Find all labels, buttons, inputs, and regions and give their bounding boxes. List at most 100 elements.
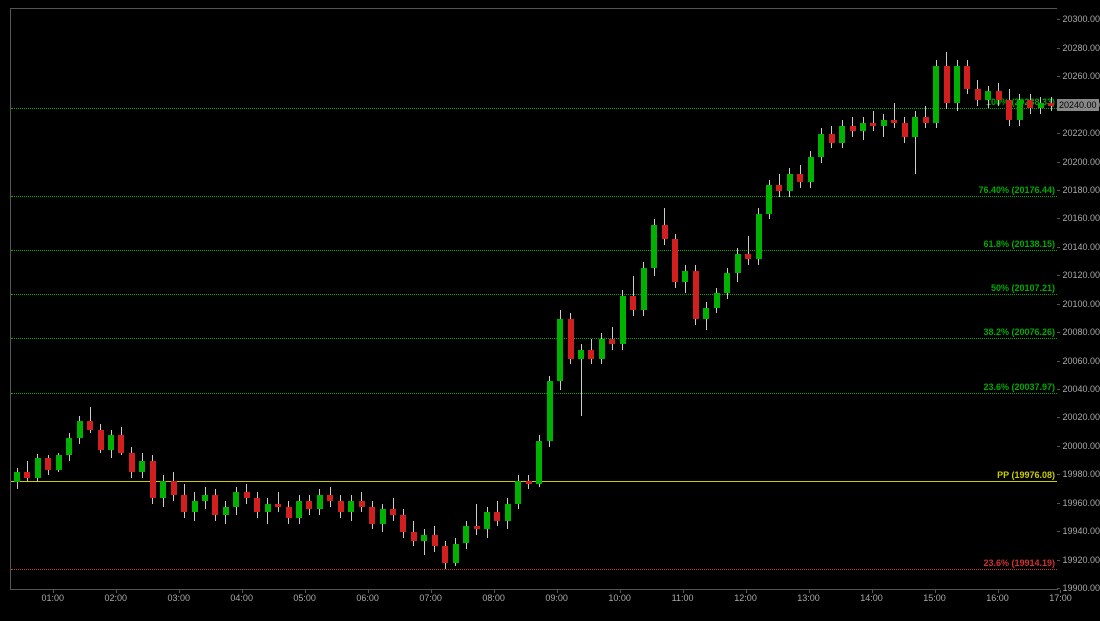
x-tick-label: 11:00 bbox=[672, 593, 694, 603]
candle-wick bbox=[476, 504, 477, 535]
candle bbox=[620, 296, 626, 344]
candle-wick bbox=[873, 111, 874, 131]
candle bbox=[171, 481, 177, 495]
candle bbox=[181, 495, 187, 512]
candle bbox=[996, 91, 1002, 100]
candle bbox=[568, 319, 574, 359]
y-tick-label: 20040.00 bbox=[1062, 384, 1100, 394]
candle bbox=[515, 481, 521, 504]
fib-line-label: PP (19976.08) bbox=[997, 470, 1055, 480]
fib-line-label: 38.2% (20076.26) bbox=[983, 327, 1055, 337]
candle bbox=[129, 453, 135, 473]
candle bbox=[850, 126, 856, 132]
x-tick-label: 13:00 bbox=[797, 593, 820, 603]
y-tick-label: 20220.00 bbox=[1062, 128, 1100, 138]
candle bbox=[954, 66, 960, 103]
candle bbox=[432, 535, 438, 546]
x-tick-label: 01:00 bbox=[41, 593, 64, 603]
candle bbox=[860, 123, 866, 132]
y-tick-label: 19900.00 bbox=[1062, 583, 1100, 593]
candle bbox=[233, 492, 239, 506]
candle bbox=[881, 120, 887, 126]
y-tick-label: 19980.00 bbox=[1062, 469, 1100, 479]
candle-wick bbox=[748, 236, 749, 264]
x-tick-label: 03:00 bbox=[167, 593, 190, 603]
candle bbox=[1017, 100, 1023, 120]
x-tick-label: 07:00 bbox=[419, 593, 442, 603]
candle bbox=[327, 495, 333, 501]
candle bbox=[776, 185, 782, 191]
candle bbox=[14, 472, 20, 482]
x-axis: 01:0002:0003:0004:0005:0006:0007:0008:00… bbox=[10, 590, 1056, 615]
candlestick-chart[interactable]: 23.6% (19914.19)PP (19976.08)23.6% (2003… bbox=[10, 8, 1058, 590]
candle bbox=[1027, 100, 1033, 109]
y-tick-label: 20160.00 bbox=[1062, 213, 1100, 223]
x-tick-label: 10:00 bbox=[608, 593, 631, 603]
candle bbox=[192, 501, 198, 512]
x-tick-label: 14:00 bbox=[860, 593, 883, 603]
candle bbox=[411, 532, 417, 541]
candle bbox=[212, 495, 218, 515]
y-tick-label: 20140.00 bbox=[1062, 242, 1100, 252]
candle bbox=[630, 296, 636, 310]
candle bbox=[474, 526, 480, 529]
x-tick-label: 15:00 bbox=[923, 593, 946, 603]
candle bbox=[662, 225, 668, 239]
candle bbox=[56, 455, 62, 469]
candle bbox=[45, 458, 51, 469]
candle bbox=[578, 350, 584, 359]
y-tick-label: 20280.00 bbox=[1062, 43, 1100, 53]
fib-line bbox=[11, 294, 1057, 295]
candle bbox=[693, 271, 699, 319]
y-tick-label: 20260.00 bbox=[1062, 71, 1100, 81]
candle bbox=[933, 66, 939, 123]
fib-line bbox=[11, 569, 1057, 570]
candle bbox=[756, 214, 762, 259]
y-tick-label: 20060.00 bbox=[1062, 356, 1100, 366]
candle bbox=[964, 66, 970, 89]
candle bbox=[912, 117, 918, 137]
candle bbox=[494, 512, 500, 521]
x-tick-label: 08:00 bbox=[482, 593, 505, 603]
y-tick-label: 20180.00 bbox=[1062, 185, 1100, 195]
candle bbox=[160, 481, 166, 498]
candle bbox=[651, 225, 657, 268]
candle bbox=[547, 381, 553, 441]
y-tick-label: 20000.00 bbox=[1062, 441, 1100, 451]
candle bbox=[870, 123, 876, 126]
candle bbox=[380, 509, 386, 523]
candle bbox=[265, 504, 271, 513]
candle bbox=[526, 481, 532, 484]
y-tick-label: 19940.00 bbox=[1062, 526, 1100, 536]
y-tick-label: 19960.00 bbox=[1062, 498, 1100, 508]
candle bbox=[77, 421, 83, 438]
x-tick-label: 06:00 bbox=[356, 593, 379, 603]
y-tick-label: 20080.00 bbox=[1062, 327, 1100, 337]
candle bbox=[766, 185, 772, 213]
fib-line bbox=[11, 338, 1057, 339]
candle bbox=[839, 126, 845, 143]
fib-line bbox=[11, 196, 1057, 197]
candle bbox=[254, 498, 260, 512]
x-tick-label: 12:00 bbox=[734, 593, 757, 603]
fib-line-label: 23.6% (20037.97) bbox=[983, 382, 1055, 392]
candle bbox=[359, 501, 365, 507]
candle bbox=[1048, 103, 1054, 106]
candle bbox=[453, 544, 459, 564]
candle bbox=[296, 501, 302, 518]
candle bbox=[902, 123, 908, 137]
candle bbox=[1006, 100, 1012, 120]
y-axis: 19900.0019920.0019940.0019960.0019980.00… bbox=[1057, 8, 1100, 588]
x-tick-label: 05:00 bbox=[293, 593, 316, 603]
candle bbox=[599, 339, 605, 359]
x-tick-label: 09:00 bbox=[545, 593, 568, 603]
candle bbox=[944, 66, 950, 103]
candle bbox=[421, 535, 427, 541]
x-tick-label: 04:00 bbox=[230, 593, 253, 603]
x-tick-label: 16:00 bbox=[986, 593, 1009, 603]
fib-line bbox=[11, 108, 1057, 109]
candle bbox=[275, 504, 281, 507]
candle bbox=[139, 461, 145, 472]
candle-wick bbox=[278, 492, 279, 512]
candle bbox=[703, 308, 709, 319]
